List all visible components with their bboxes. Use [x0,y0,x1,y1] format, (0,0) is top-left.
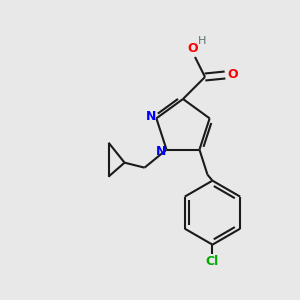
Text: N: N [146,110,157,123]
Text: N: N [156,145,167,158]
Text: O: O [188,43,198,56]
Text: O: O [228,68,238,82]
Text: Cl: Cl [206,255,219,268]
Text: H: H [198,36,206,46]
